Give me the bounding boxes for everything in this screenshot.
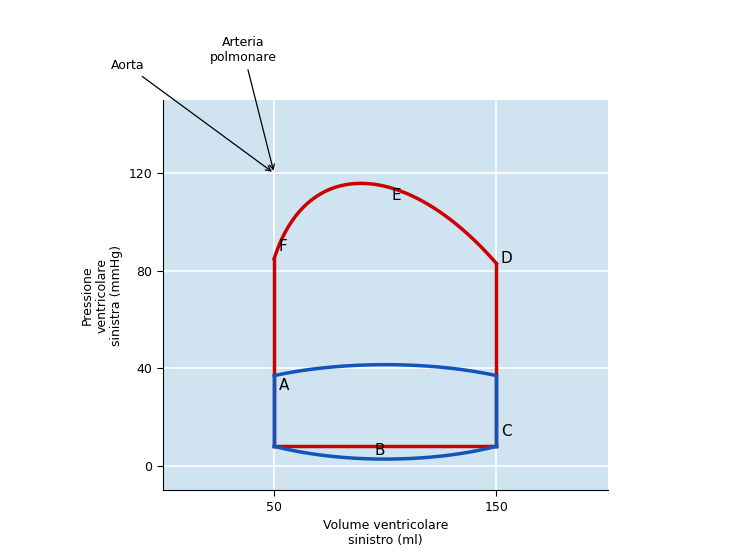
Text: C: C [501,424,511,439]
Text: E: E [392,188,402,203]
Y-axis label: Pressione
ventricolare
sinistra (mmHg): Pressione ventricolare sinistra (mmHg) [80,245,123,346]
Text: Aorta: Aorta [110,59,270,171]
Text: F: F [279,239,288,254]
Text: D: D [501,251,513,266]
Text: B: B [374,443,385,458]
Text: Arteria
polmonare: Arteria polmonare [210,36,276,169]
Text: A: A [279,378,289,393]
X-axis label: Volume ventricolare
sinistro (ml): Volume ventricolare sinistro (ml) [322,519,448,547]
